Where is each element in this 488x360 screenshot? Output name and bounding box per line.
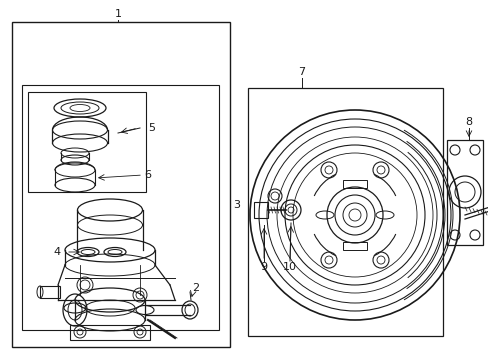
Text: 6: 6	[144, 170, 151, 180]
Bar	[342, 180, 366, 188]
Text: 9: 9	[260, 262, 267, 272]
Bar	[40, 286, 60, 298]
Text: 8: 8	[465, 117, 471, 127]
Bar	[253, 202, 267, 218]
Bar	[247, 88, 442, 336]
Bar	[22, 85, 219, 330]
Text: 4: 4	[53, 247, 61, 257]
Bar	[12, 22, 229, 347]
Bar	[342, 242, 366, 250]
Text: 2: 2	[192, 283, 199, 293]
Text: 1: 1	[114, 9, 121, 19]
Bar	[70, 325, 150, 340]
Text: 5: 5	[148, 123, 155, 133]
Text: 10: 10	[283, 262, 296, 272]
Bar	[28, 92, 146, 192]
Text: 7: 7	[298, 67, 305, 77]
Bar	[446, 140, 482, 245]
Text: 3: 3	[233, 200, 240, 210]
